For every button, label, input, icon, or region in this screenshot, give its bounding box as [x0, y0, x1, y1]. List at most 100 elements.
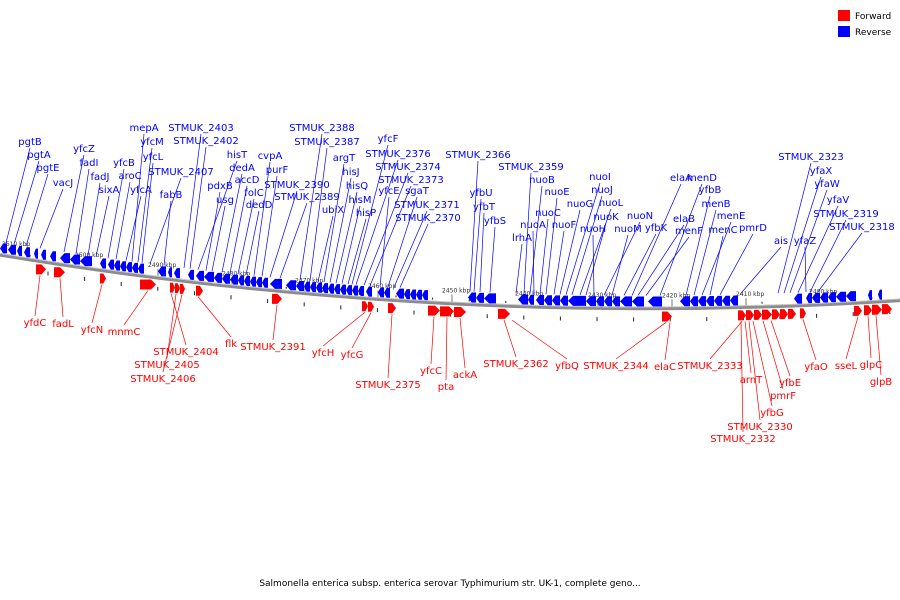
gene-label-stmuk-2362: STMUK_2362 — [483, 359, 548, 370]
reverse-gene-arrow — [698, 296, 706, 307]
scale-tick-label: 2440 kbp — [515, 291, 543, 298]
leader-line — [197, 296, 232, 338]
reverse-gene-arrow — [536, 295, 544, 306]
reverse-gene-arrow — [340, 284, 346, 295]
gene-label-yfbs: yfbS — [484, 216, 506, 227]
gene-label-hisp: hisP — [356, 208, 376, 219]
gene-label-nuob: nuoB — [529, 175, 555, 186]
reverse-gene-arrow — [632, 296, 644, 307]
reverse-gene-arrow — [820, 292, 828, 303]
legend: Forward Reverse — [838, 10, 892, 38]
forward-gene-arrow — [388, 303, 396, 314]
reverse-gene-arrow — [244, 275, 250, 286]
forward-gene-arrow — [180, 283, 185, 294]
leader-line — [272, 304, 278, 341]
reverse-gene-arrow — [80, 256, 92, 267]
forward-gene-arrow — [882, 304, 892, 315]
leader-line — [748, 321, 761, 421]
leader-line — [802, 319, 817, 361]
gene-label-sixa: sixA — [99, 185, 120, 196]
reverse-gene-arrow — [794, 293, 802, 304]
reverse-gene-arrow — [0, 243, 7, 254]
reverse-gene-arrow — [114, 260, 120, 271]
gene-label-stmuk-2332: STMUK_2332 — [710, 434, 775, 445]
scale-tick-label: 2480 kbp — [222, 270, 250, 277]
reverse-gene-arrow — [422, 290, 428, 301]
leader-line — [269, 190, 298, 278]
reverse-gene-arrow — [878, 289, 882, 300]
reverse-gene-arrow — [230, 274, 238, 285]
leader-line — [123, 290, 149, 326]
leader-line — [13, 160, 40, 245]
leader-line — [701, 221, 732, 296]
gene-label-stmuk-2374: STMUK_2374 — [375, 162, 440, 173]
reverse-gene-arrow — [620, 296, 632, 307]
leader-line — [107, 168, 125, 259]
gene-label-yfav: yfaV — [827, 195, 850, 206]
leader-line — [571, 195, 603, 295]
reverse-gene-arrow — [60, 253, 70, 264]
gene-label-yfbu: yfbU — [469, 188, 492, 199]
reverse-gene-arrow — [196, 270, 204, 281]
reverse-gene-arrow — [304, 281, 310, 292]
leader-line — [523, 172, 532, 294]
gene-label-nuon: nuoN — [627, 211, 653, 222]
gene-arrows — [0, 243, 892, 322]
leader-line — [637, 224, 685, 296]
reverse-gene-arrow — [714, 295, 722, 306]
gene-label-stmuk-2389: STMUK_2389 — [274, 192, 339, 203]
gene-label-stmuk-2319: STMUK_2319 — [813, 209, 878, 220]
leader-line — [25, 173, 49, 247]
leader-line — [592, 234, 595, 296]
gene-label-flk: flk — [225, 339, 237, 350]
forward-gene-arrow — [498, 308, 510, 319]
leader-line — [611, 234, 629, 296]
gene-label-glpc: glpC — [860, 360, 882, 371]
reverse-gene-arrow — [484, 293, 496, 304]
gene-label-yfbg: yfbG — [760, 408, 784, 419]
reverse-gene-arrow — [132, 262, 138, 273]
gene-label-elab: elaB — [673, 214, 695, 225]
reverse-gene-arrow — [310, 282, 316, 293]
gene-label-yfbe: yfbE — [779, 378, 801, 389]
reverse-gene-arrow — [680, 296, 690, 307]
leader-line — [131, 133, 145, 262]
gene-label-cvpa: cvpA — [258, 151, 283, 162]
gene-label-pgtb: pgtB — [18, 137, 42, 148]
gene-label-nuoe: nuoE — [544, 187, 569, 198]
reverse-gene-arrow — [528, 294, 534, 305]
reverse-gene-arrow — [70, 254, 80, 265]
leader-line — [351, 144, 389, 285]
reverse-gene-arrow — [552, 295, 560, 306]
reverse-gene-arrow — [174, 268, 180, 279]
leader-line — [809, 219, 847, 293]
reverse-gene-arrow — [730, 295, 738, 306]
gene-label-lrha: lrhA — [512, 233, 532, 244]
leader-line — [261, 175, 278, 277]
leader-line — [141, 162, 154, 263]
gene-label-ais: ais — [774, 236, 788, 247]
gene-label-mend: menD — [687, 173, 717, 184]
leader-line — [189, 146, 207, 269]
genome-backbone — [0, 253, 900, 311]
forward-gene-arrow — [54, 267, 65, 278]
gene-label-stmuk-2402: STMUK_2402 — [173, 136, 238, 147]
gene-label-yfcg: yfcG — [341, 350, 364, 361]
forward-gene-arrow — [738, 310, 746, 321]
scale-tick-label: 2430 kbp — [588, 292, 616, 299]
leader-line — [762, 320, 784, 390]
reverse-gene-arrow — [366, 286, 372, 297]
gene-label-hisq: hisQ — [346, 181, 368, 192]
leader-line — [817, 232, 863, 292]
forward-gene-arrow — [368, 301, 374, 312]
leader-line — [479, 212, 485, 292]
forward-gene-arrow — [175, 283, 180, 294]
gene-label-aroc: aroC — [118, 171, 141, 182]
leader-line — [347, 218, 367, 285]
leader-line — [623, 233, 657, 296]
gene-label-pdxb: pdxB — [207, 181, 233, 192]
forward-gene-arrow — [170, 282, 175, 293]
backbone-highlight — [0, 252, 900, 308]
forward-gene-arrow — [428, 305, 440, 316]
gene-label-yfcf: yfcF — [378, 134, 399, 145]
